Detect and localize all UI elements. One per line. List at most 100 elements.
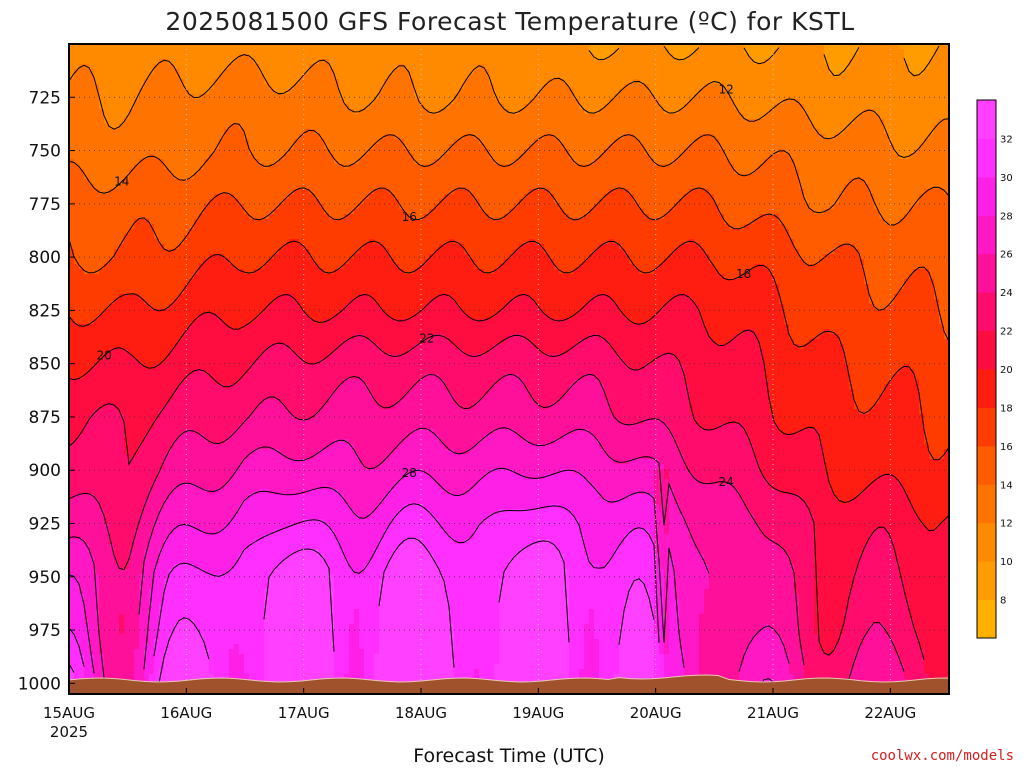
temperature-band-cell — [189, 279, 195, 325]
temperature-band-cell — [299, 189, 305, 245]
temperature-band-cell — [679, 649, 685, 695]
temperature-band-cell — [479, 524, 485, 685]
temperature-band-cell — [799, 429, 805, 500]
temperature-band-cell — [759, 349, 765, 475]
temperature-band-cell — [269, 304, 275, 345]
temperature-band-cell — [424, 214, 430, 260]
temperature-band-cell — [434, 299, 440, 335]
temperature-band-cell — [219, 444, 225, 490]
temperature-band-cell — [844, 69, 850, 130]
temperature-band-cell — [544, 84, 550, 135]
temperature-band-cell — [814, 129, 820, 215]
temperature-band-cell — [859, 114, 865, 180]
temperature-band-cell — [514, 434, 520, 475]
temperature-band-cell — [474, 444, 480, 485]
temperature-band-cell — [174, 489, 180, 530]
temperature-band-cell — [624, 499, 630, 535]
temperature-band-cell — [409, 274, 415, 320]
temperature-band-cell — [179, 619, 185, 695]
temperature-band-cell — [199, 634, 205, 695]
credit-text[interactable]: coolwx.com/models — [871, 748, 1014, 764]
temperature-band-cell — [864, 414, 870, 490]
temperature-band-cell — [514, 474, 520, 510]
colorbar-tick-label: 24 — [1000, 288, 1013, 299]
temperature-band-cell — [449, 144, 455, 195]
temperature-band-cell — [619, 464, 625, 500]
temperature-band-cell — [124, 119, 130, 180]
temperature-band-cell — [289, 414, 295, 460]
temperature-band-cell — [654, 219, 660, 270]
temperature-band-cell — [259, 449, 265, 490]
temperature-band-cell — [634, 139, 640, 205]
temperature-band-cell — [449, 239, 455, 300]
temperature-band-cell — [534, 189, 540, 245]
temperature-band-cell — [364, 519, 370, 565]
temperature-band-cell — [534, 304, 540, 350]
temperature-band-cell — [289, 554, 295, 695]
temperature-band-cell — [489, 389, 495, 435]
temperature-band-cell — [914, 634, 920, 695]
temperature-band-cell — [579, 219, 585, 265]
temperature-band-cell — [574, 164, 580, 220]
temperature-band-cell — [399, 509, 405, 545]
temperature-band-cell — [194, 434, 200, 485]
temperature-band-cell — [559, 399, 565, 440]
temperature-band-cell — [429, 114, 435, 165]
temperature-band-cell — [759, 44, 765, 65]
temperature-band-cell — [104, 404, 110, 525]
temperature-band-cell — [689, 189, 695, 240]
temperature-band-cell — [304, 519, 310, 550]
temperature-band-cell — [804, 264, 810, 345]
temperature-band-cell — [284, 494, 290, 530]
temperature-band-cell — [599, 569, 605, 685]
temperature-band-cell — [934, 49, 940, 125]
temperature-band-cell — [369, 469, 375, 515]
temperature-band-cell — [124, 294, 130, 350]
temperature-band-cell — [559, 274, 565, 320]
temperature-band-cell — [569, 469, 575, 515]
temperature-band-cell — [839, 74, 845, 135]
temperature-band-cell — [774, 284, 780, 425]
temperature-band-cell — [884, 634, 890, 695]
temperature-band-cell — [104, 194, 110, 265]
temperature-band-cell — [249, 219, 255, 275]
colorbar-tick-label: 30 — [1000, 173, 1013, 184]
temperature-band-cell — [444, 294, 450, 340]
temperature-band-cell — [329, 394, 335, 445]
temperature-band-cell — [379, 539, 385, 580]
temperature-band-cell — [769, 539, 775, 630]
temperature-band-cell — [174, 69, 180, 180]
temperature-band-cell — [659, 44, 665, 110]
temperature-band-cell — [934, 44, 940, 50]
temperature-band-cell — [274, 494, 280, 530]
temperature-band-cell — [784, 654, 790, 695]
temperature-band-cell — [689, 44, 695, 55]
temperature-band-cell — [69, 44, 75, 80]
temperature-band-cell — [99, 654, 105, 695]
temperature-band-cell — [114, 409, 120, 565]
temperature-band-cell — [579, 534, 585, 670]
temperature-band-cell — [609, 99, 615, 145]
temperature-band-cell — [769, 59, 775, 110]
temperature-band-cell — [254, 494, 260, 540]
temperature-band-cell — [674, 294, 680, 360]
temperature-band-cell — [619, 89, 625, 140]
temperature-band-cell — [314, 324, 320, 365]
temperature-band-cell — [909, 619, 915, 695]
temperature-band-cell — [254, 359, 260, 410]
temperature-band-cell — [219, 489, 225, 530]
temperature-band-cell — [339, 219, 345, 270]
temperature-band-cell — [509, 164, 515, 210]
temperature-band-cell — [409, 319, 415, 350]
temperature-band-cell — [389, 259, 395, 320]
temperature-band-cell — [519, 549, 525, 695]
contour-label: 16 — [402, 210, 417, 224]
temperature-band-cell — [84, 64, 90, 180]
temperature-band-cell — [519, 334, 525, 380]
temperature-band-cell — [94, 319, 100, 365]
temperature-band-cell — [544, 44, 550, 85]
temperature-band-cell — [439, 574, 445, 695]
temperature-band-cell — [844, 129, 850, 185]
temperature-band-cell — [249, 364, 255, 415]
temperature-band-cell — [519, 379, 525, 440]
